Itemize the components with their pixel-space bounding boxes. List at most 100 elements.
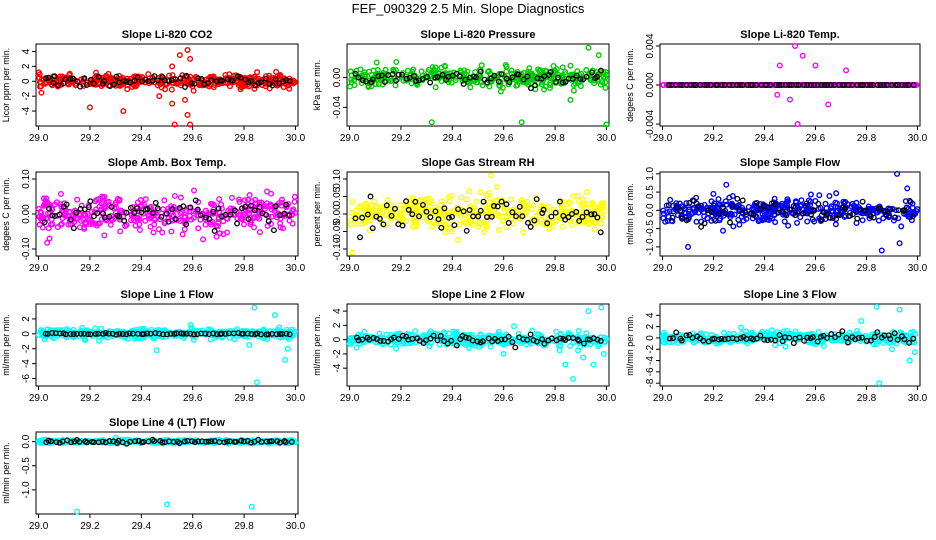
data-point-reference [383,202,390,209]
data-point [358,210,365,217]
data-point [826,192,833,199]
data-point [660,81,667,88]
data-point [677,338,684,345]
data-point-reference [269,82,276,89]
data-point [426,203,433,210]
data-point-reference [378,72,385,79]
data-point [591,226,598,233]
y-tick-label: 1.0 [645,166,656,180]
data-point-reference [849,211,856,218]
data-point-reference [232,438,239,445]
data-point [529,206,536,213]
data-point-reference [573,72,580,79]
points [35,46,298,128]
data-point-reference [81,75,88,82]
data-point-reference [106,213,113,220]
data-point [237,211,244,218]
data-point-reference [211,228,218,234]
data-point-reference [579,213,586,220]
data-point-reference [126,79,133,86]
data-point [353,207,360,214]
y-tick-label: -1.0 [645,238,656,256]
data-point [60,327,67,334]
y-tick-label: 4 [21,48,32,54]
data-point [475,224,482,231]
data-point-reference [286,212,293,219]
data-point [264,222,271,229]
data-point-reference [494,203,501,210]
data-point-reference [892,82,899,88]
data-point [175,216,182,223]
data-point-reference [795,208,802,215]
data-point-outlier [176,52,183,59]
y-tick-label: 2 [21,63,32,69]
data-point [276,73,283,80]
data-point [240,221,247,228]
data-point-reference [539,336,546,343]
data-point [588,215,595,222]
data-point [39,224,46,231]
data-point-reference [167,330,174,337]
data-point-reference [238,437,245,444]
data-point [524,198,531,205]
data-point-reference [591,211,598,218]
data-point-reference [81,330,88,337]
data-point [483,217,490,224]
data-point [493,198,500,205]
data-point-outlier [873,303,880,310]
data-point-reference [234,220,241,227]
data-point-reference [151,73,158,80]
data-point-reference [503,201,510,208]
data-point-reference [391,205,398,212]
data-point [51,201,58,208]
data-point-reference [809,334,816,341]
data-point-outlier [911,349,918,356]
data-point-outlier [894,170,901,177]
y-tick-label: -4 [645,356,656,365]
y-tick-label: 2 [332,322,343,328]
data-point [37,83,44,90]
data-point [159,229,166,236]
data-point-reference [519,213,526,220]
data-point-outlier [888,346,895,353]
data-point [670,208,677,215]
data-point-reference [844,339,851,346]
data-point [50,335,57,342]
data-point-reference [772,201,779,208]
data-point [392,67,399,74]
data-point-reference [389,71,396,78]
data-point [216,230,223,237]
data-point [236,196,243,203]
data-point-reference [70,331,77,338]
data-point [188,324,195,331]
data-point-reference [583,209,590,216]
data-point-reference [576,218,583,224]
data-point [251,224,258,231]
data-point-reference [786,206,793,213]
data-point-reference [678,337,685,344]
x-tick-label: 29.4 [443,393,463,404]
data-point-outlier [74,508,81,515]
panel-title: Slope Line 1 Flow [121,289,214,301]
data-point-reference [70,225,77,232]
x-tick-label: 29.0 [653,263,673,274]
data-point-reference [208,438,215,445]
x-tick-label: 29.6 [494,133,514,144]
y-tick-label: 0.00 [332,204,343,224]
data-point-outlier [153,347,160,354]
data-point-reference [765,204,772,211]
data-point-reference [477,207,484,214]
data-point-reference [864,82,870,88]
data-point-reference [722,210,729,217]
data-point [57,190,64,197]
y-axis-label: ml/min per min. [1,314,11,376]
panel-title: Slope Line 2 Flow [432,289,525,301]
data-point [772,219,779,226]
data-point-reference [544,220,551,227]
data-point-reference [273,331,280,338]
x-tick-label: 29.4 [755,263,775,274]
data-point-reference [83,81,90,88]
data-point-reference [520,76,527,83]
